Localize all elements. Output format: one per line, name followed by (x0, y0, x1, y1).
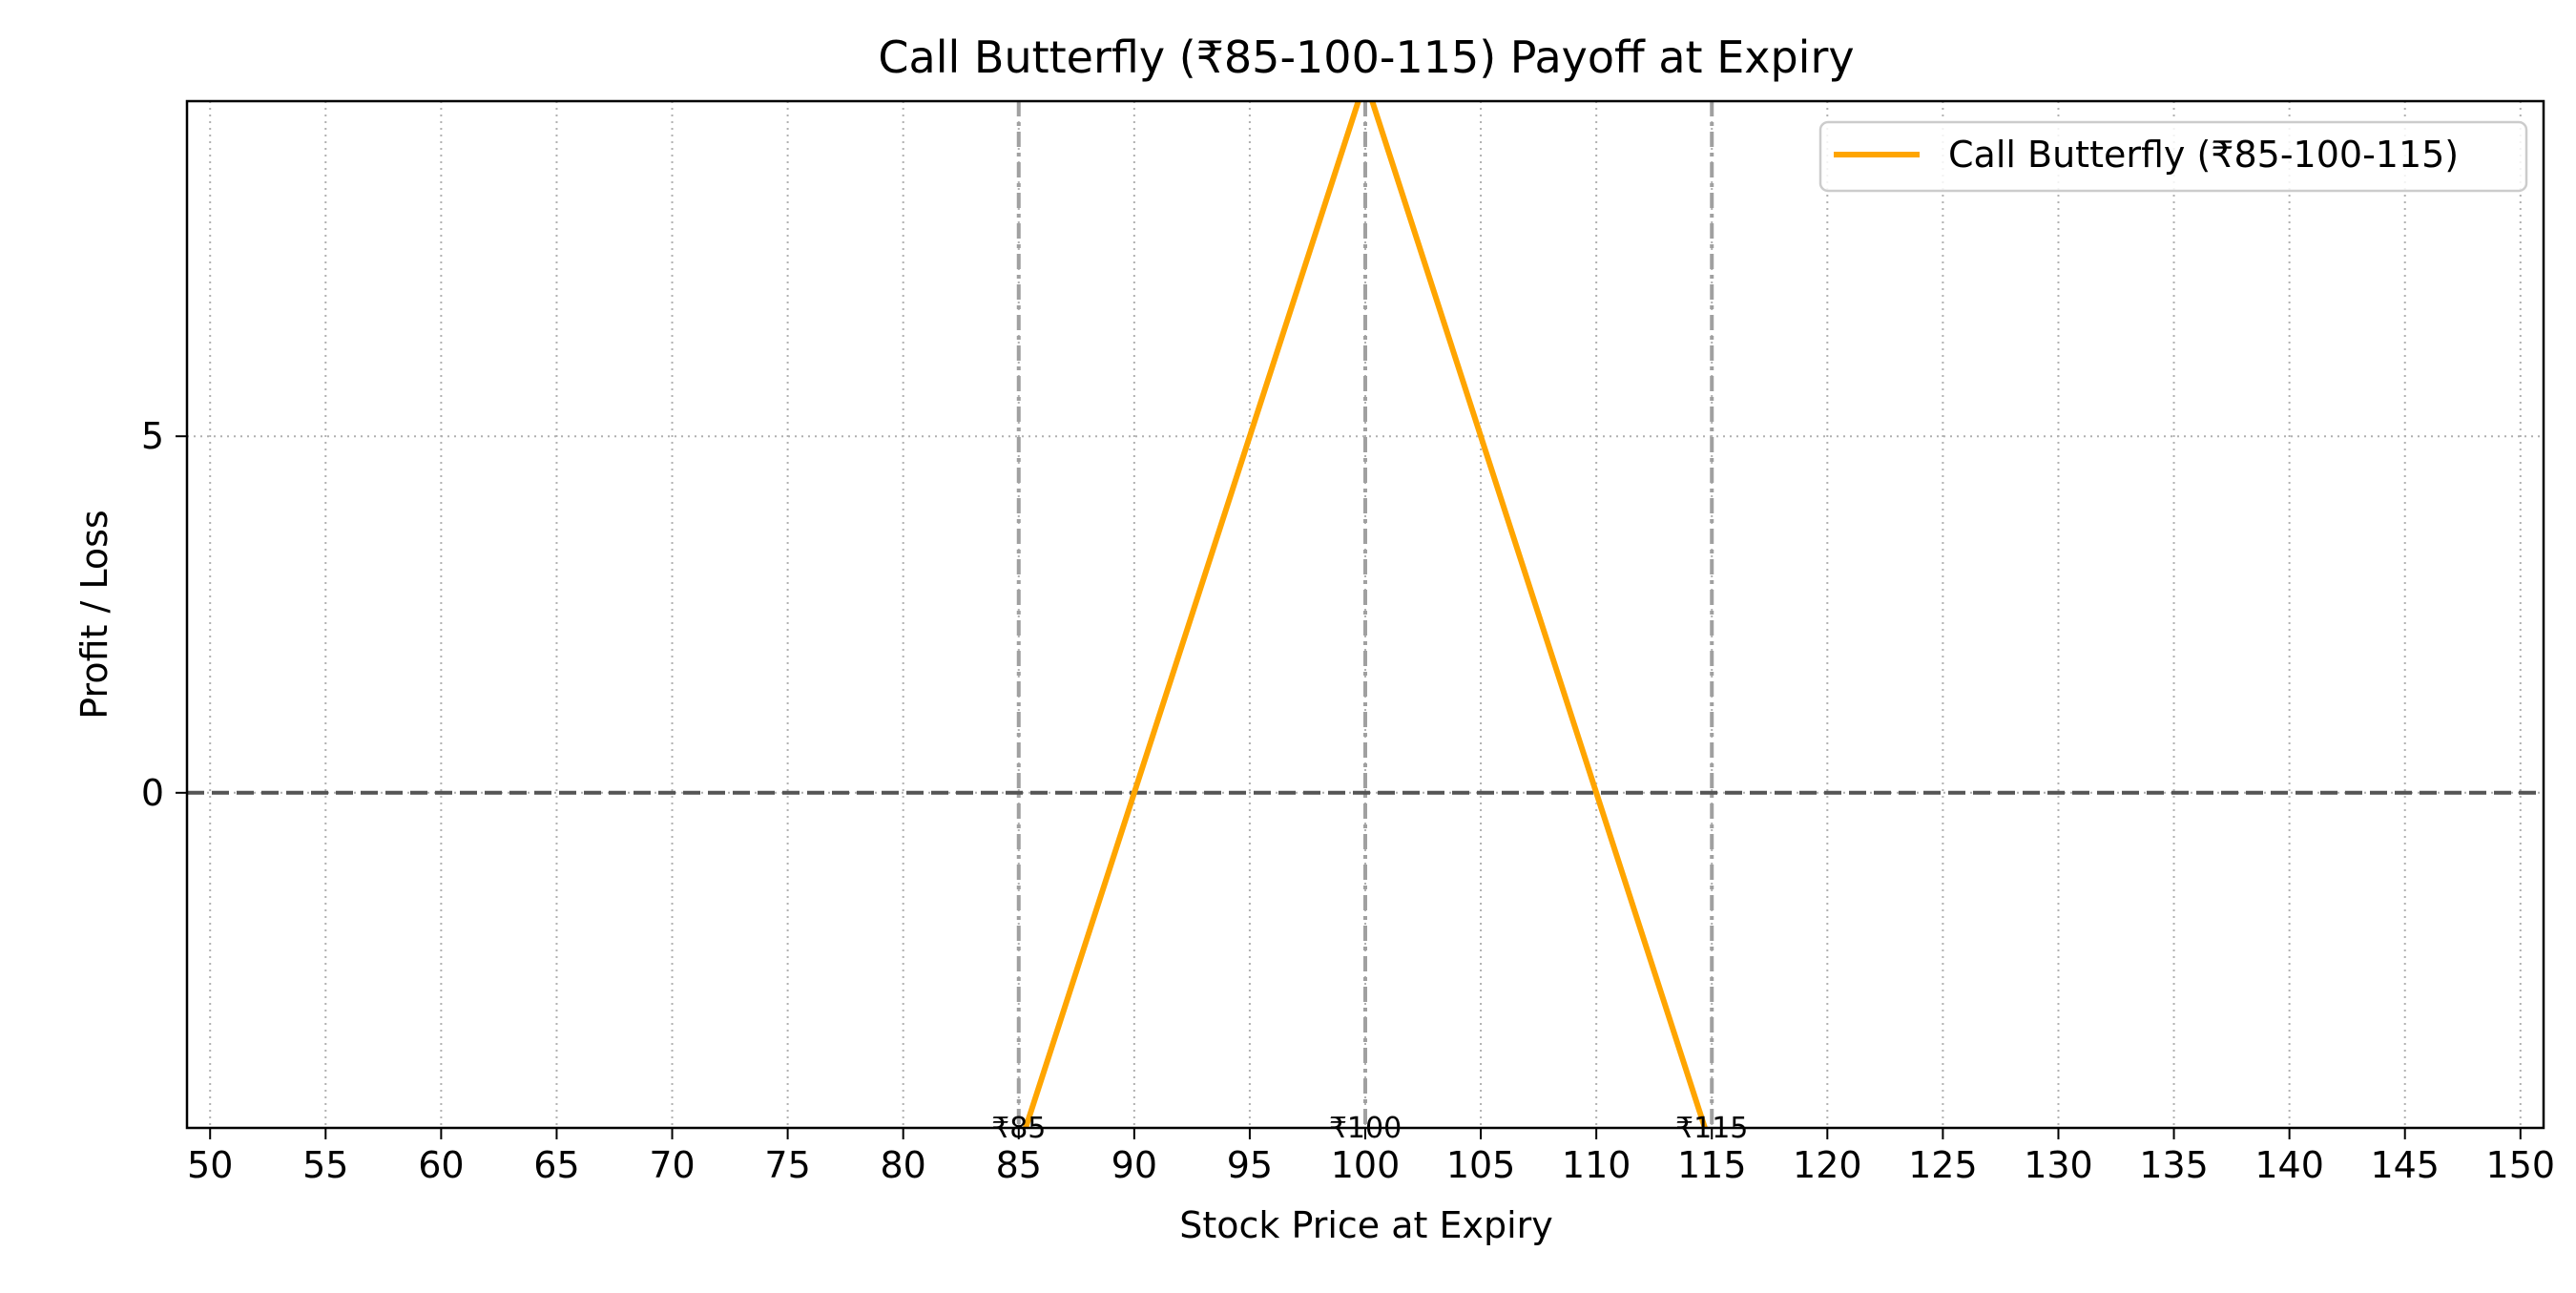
x-tick-label: 50 (187, 1144, 233, 1186)
x-tick-label: 125 (1908, 1144, 1978, 1186)
x-tick-label: 80 (881, 1144, 926, 1186)
x-tick-label: 95 (1227, 1144, 1273, 1186)
x-tick-label: 100 (1331, 1144, 1401, 1186)
y-tick-label: 5 (141, 415, 164, 457)
x-tick-label: 65 (533, 1144, 579, 1186)
chart-title: Call Butterfly (₹85-100-115) Payoff at E… (878, 31, 1854, 83)
x-tick-label: 150 (2486, 1144, 2556, 1186)
x-tick-label: 135 (2139, 1144, 2209, 1186)
x-tick-label: 145 (2370, 1144, 2440, 1186)
legend-label: Call Butterfly (₹85-100-115) (1948, 134, 2459, 176)
x-tick-label: 75 (764, 1144, 810, 1186)
x-tick-label: 55 (302, 1144, 348, 1186)
strike-lines (1016, 101, 1714, 1128)
x-tick-label: 115 (1677, 1144, 1747, 1186)
x-axis-ticks: 50 55 60 65 70 75 80 85 90 95 100 105 110 115 120 125 13… (187, 1128, 2555, 1186)
x-tick-label: 90 (1111, 1144, 1157, 1186)
x-axis-label: Stock Price at Expiry (1179, 1204, 1553, 1246)
x-tick-label: 140 (2254, 1144, 2324, 1186)
y-tick-label: 0 (141, 772, 164, 814)
y-axis-ticks: 05 (141, 415, 187, 814)
x-tick-label: 85 (996, 1144, 1042, 1186)
y-axis-label: Profit / Loss (73, 510, 115, 719)
legend-box (1818, 120, 2528, 193)
x-tick-label: 130 (2024, 1144, 2093, 1186)
x-tick-label: 105 (1446, 1144, 1516, 1186)
x-tick-label: 120 (1793, 1144, 1862, 1186)
x-tick-label: 110 (1562, 1144, 1631, 1186)
x-tick-label: 70 (649, 1144, 695, 1186)
legend: Call Butterfly (₹85-100-115) (1818, 120, 2528, 193)
x-tick-label: 60 (418, 1144, 464, 1186)
